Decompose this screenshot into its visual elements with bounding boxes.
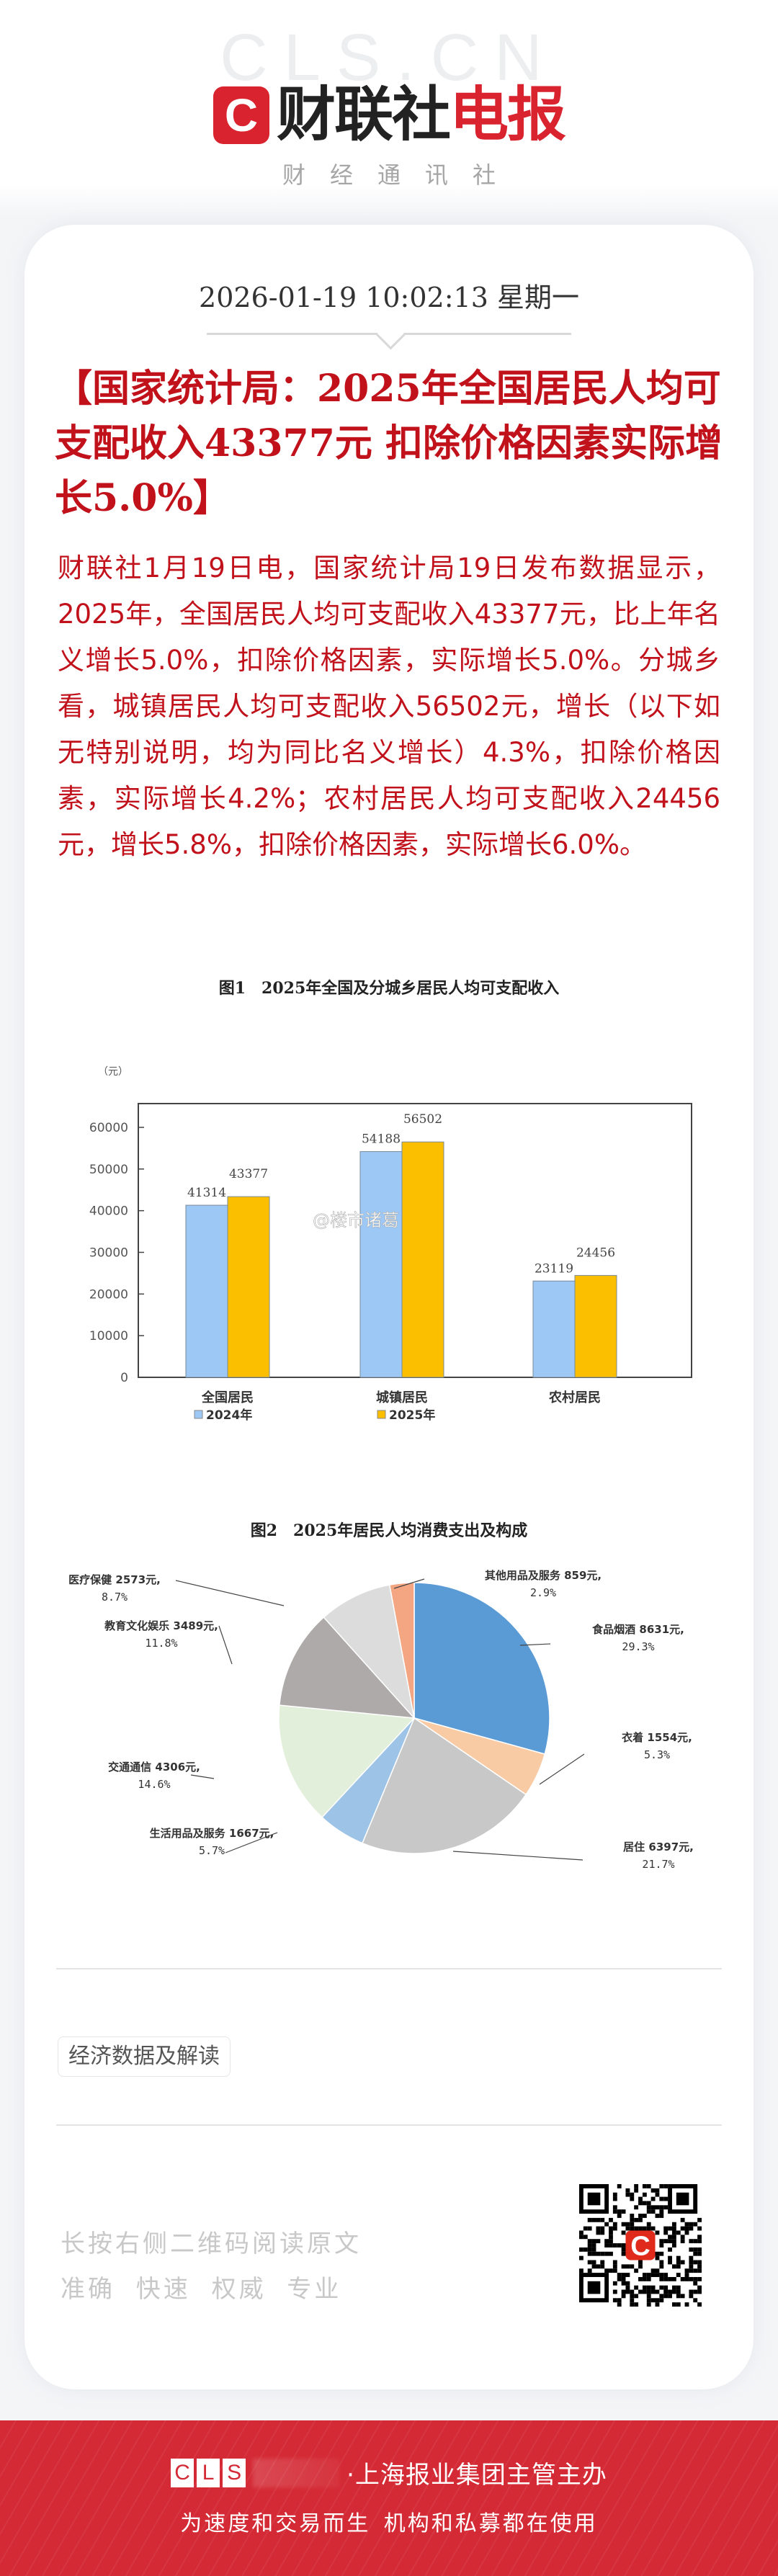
brand-name-black: 财联社	[276, 81, 451, 149]
divider	[56, 2124, 722, 2126]
y-tick-label: 30000	[89, 1246, 128, 1261]
topic-tag[interactable]: 经济数据及解读	[58, 2036, 231, 2077]
pie-slice	[388, 1582, 415, 1719]
y-tick-label: 10000	[89, 1329, 128, 1343]
slice-label: 衣着 1554元,	[622, 1731, 692, 1744]
weibo-watermark: @楼市诸葛	[313, 1210, 399, 1230]
slice-percent: 14.6%	[138, 1778, 170, 1791]
leader-line	[539, 1753, 585, 1785]
legend-label: 2024年	[206, 1408, 252, 1421]
pie-slice	[413, 1582, 550, 1755]
cls-wordmark: C L S	[171, 2458, 246, 2487]
legend-swatch	[377, 1410, 386, 1419]
leader-line	[175, 1580, 285, 1606]
leader-line	[519, 1643, 551, 1646]
slice-percent: 8.7%	[102, 1591, 128, 1604]
consumption-pie-chart: 食品烟酒 8631元, 29.3% 衣着 1554元, 5.3% 居住 6397元, 21…	[68, 1569, 694, 1871]
legend-swatch	[194, 1410, 203, 1419]
legend-label: 2025年	[389, 1408, 435, 1421]
brand-subtitle: 财经通讯社	[282, 161, 520, 189]
brand-name-red: 电报	[450, 81, 566, 149]
bar-value-label: 24456	[576, 1246, 615, 1261]
bar	[227, 1196, 270, 1378]
date-divider	[207, 333, 571, 335]
article-datetime: 2026-01-19 10:02:13 星期一	[199, 282, 579, 313]
slice-label: 居住 6397元,	[623, 1841, 694, 1853]
banner-stripes	[0, 2420, 778, 2576]
banner-publisher-text: ·上海报业集团主管主办	[346, 2461, 607, 2490]
bar-value-label: 41314	[187, 1186, 226, 1200]
cls-letter: C	[171, 2458, 194, 2487]
cls-letter: S	[223, 2458, 246, 2487]
bar-value-label: 54188	[362, 1132, 401, 1147]
pie-slice	[279, 1616, 416, 1719]
article-card: 2026-01-19 10:02:13 星期一 【国家统计局：2025年全国居民…	[24, 225, 754, 2389]
watermark-text: CLS.CN	[220, 21, 558, 94]
x-category-label: 城镇居民	[376, 1390, 428, 1405]
divider	[56, 1968, 722, 1969]
slice-percent: 21.7%	[642, 1858, 674, 1871]
qr-hint-text: 长按右侧二维码阅读原文	[61, 2230, 362, 2258]
slice-label: 交通通信 4306元,	[108, 1761, 200, 1774]
chart1-title: 图1 2025年全国及分城乡居民人均可支配收入	[218, 979, 560, 998]
bar	[359, 1151, 403, 1378]
slice-percent: 5.3%	[644, 1748, 670, 1761]
header: CLS.CN C 财联社电报 财经通讯社	[0, 0, 778, 216]
bar	[574, 1275, 617, 1378]
slogan-text: 准确 快速 权威 专业	[61, 2275, 342, 2304]
slice-label: 食品烟酒 8631元,	[592, 1623, 684, 1636]
slice-percent: 29.3%	[622, 1640, 654, 1653]
x-category-label: 农村居民	[548, 1390, 601, 1405]
svg-text:C: C	[630, 2231, 650, 2261]
pie-slice	[323, 1584, 416, 1720]
article-headline: 【国家统计局：2025年全国居民人均可支配收入43377元 扣除价格因素实际增长…	[55, 367, 723, 520]
leader-line	[393, 1578, 425, 1589]
pie-slice	[362, 1717, 527, 1854]
cls-logo-icon: C	[213, 86, 269, 144]
banner-tagline: 为速度和交易而生 机构和私募都在使用	[180, 2511, 598, 2536]
pie-slice	[278, 1704, 416, 1818]
y-tick-label: 0	[120, 1371, 128, 1385]
brand-name: 财联社电报	[277, 86, 566, 145]
y-tick-label: 40000	[89, 1204, 128, 1219]
slice-label: 医疗保健 2573元,	[68, 1573, 161, 1586]
y-tick-label: 60000	[89, 1121, 128, 1135]
bar-value-label: 56502	[403, 1112, 442, 1127]
leader-line	[452, 1851, 584, 1861]
qr-code-icon[interactable]: C	[579, 2184, 702, 2307]
article-body: 财联社1月19日电，国家统计局19日发布数据显示，2025年，全国居民人均可支配…	[58, 553, 720, 860]
leader-line	[190, 1774, 215, 1779]
slice-percent: 5.7%	[199, 1844, 225, 1857]
leader-line	[225, 1832, 278, 1853]
leader-line	[218, 1625, 233, 1665]
slice-percent: 11.8%	[145, 1637, 177, 1650]
bar	[185, 1204, 228, 1378]
footer-banner: C L S ·上海报业集团主管主办 为速度和交易而生 机构和私募都在使用	[0, 2420, 778, 2576]
y-tick-label: 50000	[89, 1163, 128, 1177]
blurred-brand	[253, 2458, 340, 2487]
slice-label: 教育文化娱乐 3489元,	[104, 1619, 218, 1632]
bar-value-label: 23119	[535, 1261, 573, 1276]
banner-row: C L S ·上海报业集团主管主办	[0, 2455, 778, 2490]
slice-label: 生活用品及服务 1667元,	[150, 1827, 274, 1840]
chart2-title: 图2 2025年居民人均消费支出及构成	[250, 1521, 528, 1540]
income-bar-chart: （元） 0 10000 20000 30000 40000 50000 60000 413144…	[89, 1066, 692, 1421]
y-tick-label: 20000	[89, 1287, 128, 1302]
slice-percent: 2.9%	[530, 1586, 556, 1599]
brand-logo: C 财联社电报	[0, 86, 778, 145]
y-axis-unit: （元）	[98, 1066, 128, 1078]
bar	[401, 1141, 444, 1378]
bar-value-label: 43377	[229, 1167, 268, 1181]
slice-label: 其他用品及服务 859元,	[485, 1569, 602, 1582]
cls-letter: L	[197, 2458, 220, 2487]
bar	[532, 1280, 576, 1378]
x-category-label: 全国居民	[201, 1390, 254, 1405]
